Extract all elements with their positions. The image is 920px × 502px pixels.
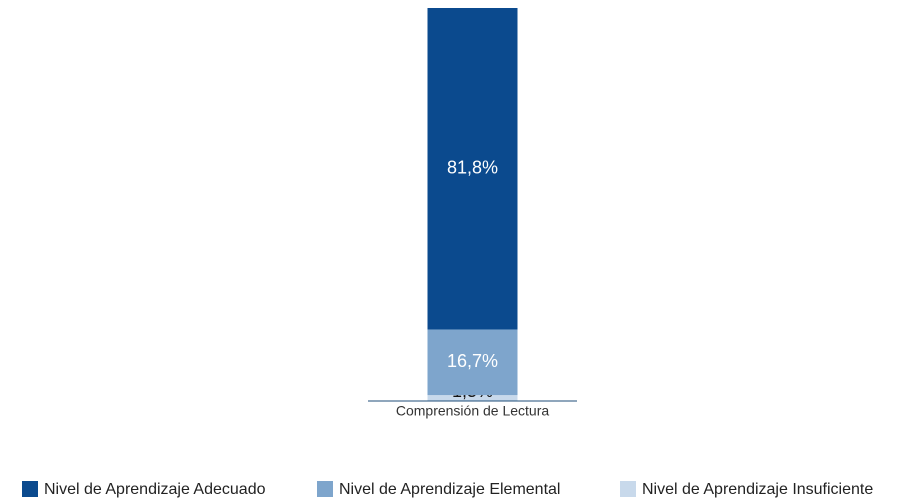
legend-label: Nivel de Aprendizaje Insuficiente <box>642 481 873 498</box>
legend-label: Nivel de Aprendizaje Elemental <box>339 481 560 498</box>
bar-segment <box>427 395 518 401</box>
data-label: 16,7% <box>447 351 498 371</box>
x-tick-label: Comprensión de Lectura <box>396 403 550 419</box>
data-label: 81,8% <box>447 157 498 177</box>
legend-swatch <box>620 481 636 497</box>
bar-segment <box>427 8 518 330</box>
legend-swatch <box>22 481 38 497</box>
legend-swatch <box>317 481 333 497</box>
bar-segment <box>427 329 518 396</box>
legend-label: Nivel de Aprendizaje Adecuado <box>44 481 266 498</box>
